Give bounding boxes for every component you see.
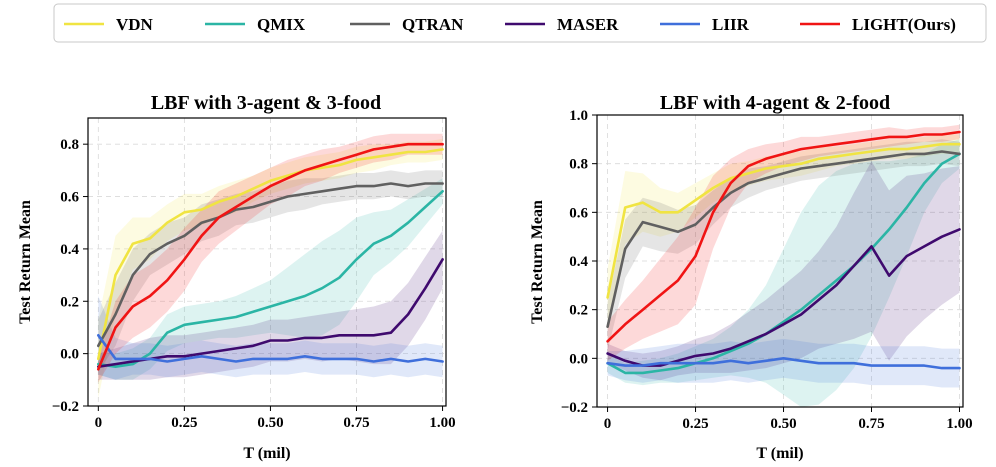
series-line-vdn [606, 142, 961, 299]
y-tick-label: −0.2 [52, 399, 79, 415]
legend-label-maser: MASER [557, 15, 619, 34]
legend-entry-qmix: QMIX [205, 15, 306, 34]
y-tick-label: 0.0 [60, 347, 79, 363]
series-line-light-ours [97, 142, 444, 371]
plot-area: 0 0.25 0.50 0.75 1.00 −0.2 0.0 0.2 0.4 0.6 0.8 1.0 [561, 108, 973, 432]
x-tick-label: 0 [95, 415, 103, 431]
band-light-ours [98, 133, 443, 383]
series-line-qmix [97, 190, 444, 369]
band-qtran [607, 139, 960, 351]
series-line-vdn [97, 148, 444, 361]
band-maser [607, 161, 960, 381]
series-line-qtran [606, 150, 961, 329]
series-line-liir [606, 356, 961, 370]
y-tick-label: 0.4 [60, 242, 79, 258]
chart-title: LBF with 4-agent & 2-food [660, 92, 890, 114]
x-axis-label: T (mil) [756, 445, 803, 462]
legend-entry-maser: MASER [505, 15, 619, 34]
y-axis-label: Test Return Mean [529, 200, 546, 324]
y-tick-label: 0.6 [60, 190, 79, 206]
x-tick-label: 0.25 [171, 415, 197, 431]
y-tick-label: 1.0 [569, 108, 588, 124]
band-vdn [98, 138, 443, 399]
x-tick-label: 0.50 [257, 415, 283, 431]
band-qmix [98, 178, 443, 380]
band-maser [98, 230, 443, 380]
x-tick-label: 0.25 [682, 416, 708, 432]
y-tick-label: 0.0 [569, 351, 588, 367]
y-tick-label: −0.2 [561, 400, 588, 416]
y-tick-label: 0.2 [60, 294, 79, 310]
chart-lbf-3agent-3food: LBF with 3-agent & 3-food 0 0.25 0.50 0.75 1… [17, 92, 456, 462]
plot-area: 0 0.25 0.50 0.75 1.00 −0.2 0.0 0.2 0.4 0.6 0.8 [52, 117, 456, 431]
legend-entry-liir: LIIR [660, 15, 750, 34]
y-axis-label: Test Return Mean [17, 200, 34, 324]
plot-frame [87, 117, 447, 407]
x-tick-label: 0.50 [770, 416, 796, 432]
x-tick-label: 0.75 [343, 415, 369, 431]
y-tick-label: 0.4 [569, 254, 588, 270]
legend-label-qtran: QTRAN [402, 15, 464, 34]
band-qtran [98, 170, 443, 372]
legend-entry-light: LIGHT(Ours) [800, 15, 956, 34]
legend-label-vdn: VDN [116, 15, 154, 34]
chart-lbf-4agent-2food: LBF with 4-agent & 2-food 0 0.25 0.50 0.75 1… [529, 92, 973, 462]
legend: VDN QMIX QTRAN MASER LIIR LIGHT(Ours) [53, 3, 987, 43]
chart-title: LBF with 3-agent & 3-food [151, 92, 381, 114]
grid [88, 118, 446, 407]
series-line-qtran [97, 182, 444, 348]
series-line-liir [97, 333, 444, 363]
series-line-light-ours [606, 130, 961, 343]
legend-entry-vdn: VDN [64, 15, 154, 34]
x-axis-label: T (mil) [243, 445, 290, 462]
plot-content [97, 133, 444, 399]
series-line-maser [97, 258, 444, 369]
band-qmix [607, 139, 960, 407]
x-tick-label: 0 [604, 416, 612, 432]
legend-label-qmix: QMIX [257, 15, 306, 34]
x-tick-label: 1.00 [429, 415, 455, 431]
band-liir [607, 338, 960, 388]
plot-content [606, 124, 961, 407]
legend-label-light: LIGHT(Ours) [852, 15, 956, 34]
series-line-qmix [606, 152, 961, 375]
y-tick-label: 0.6 [569, 205, 588, 221]
x-tick-label: 1.00 [946, 416, 972, 432]
legend-entry-qtran: QTRAN [350, 15, 464, 34]
y-tick-label: 0.8 [569, 157, 588, 173]
y-tick-label: 0.8 [60, 137, 79, 153]
x-tick-label: 0.75 [858, 416, 884, 432]
band-light-ours [607, 124, 960, 361]
legend-label-liir: LIIR [712, 15, 750, 34]
y-tick-label: 0.2 [569, 303, 588, 319]
